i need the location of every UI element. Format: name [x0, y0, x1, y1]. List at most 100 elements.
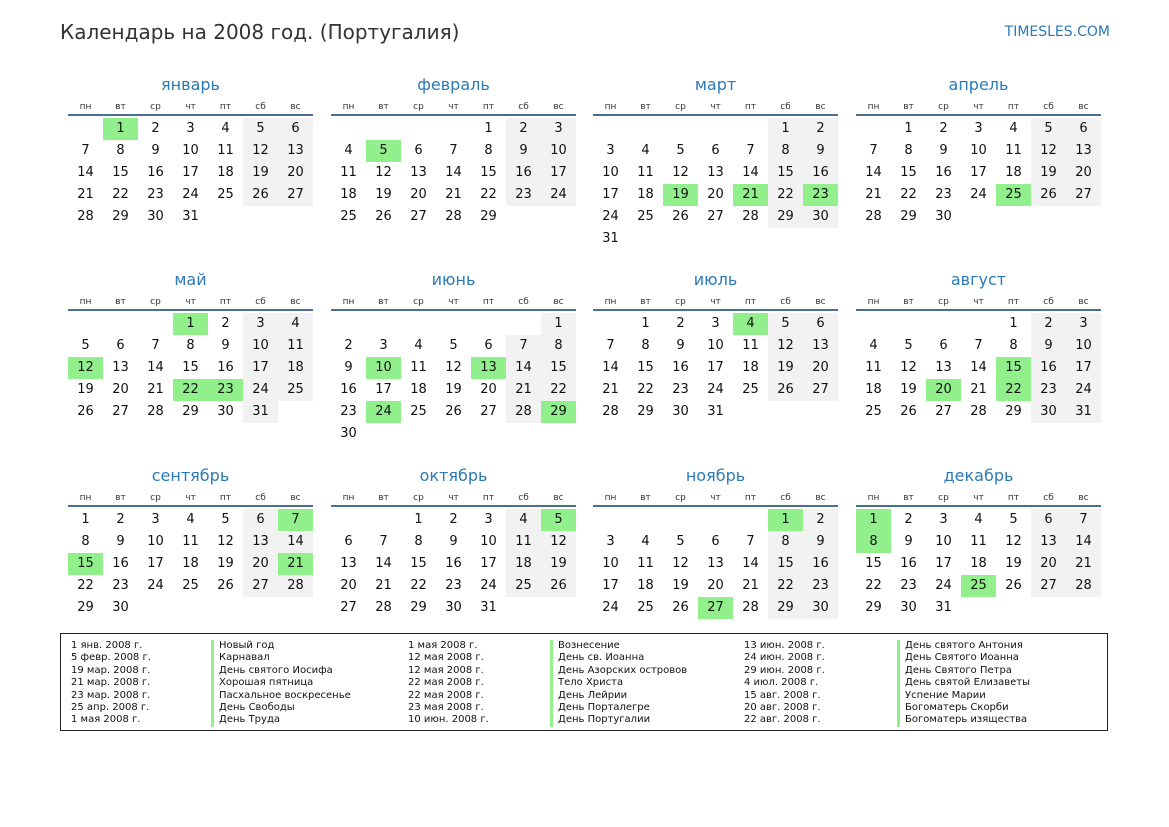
weekday-label: пн — [604, 102, 617, 112]
weekday-header: пн вт ср чт пт сб вс — [68, 100, 313, 116]
weekday-header: пн вт ср чт пт сб вс — [331, 295, 576, 311]
empty-day — [733, 228, 768, 250]
day: 12 — [900, 360, 917, 375]
day: 28 — [375, 600, 392, 615]
day: 6 — [711, 143, 720, 158]
empty-day — [768, 228, 803, 250]
legend-line: 22 мая 2008 г. — [408, 677, 484, 689]
legend-line: Хорошая пятница — [219, 677, 314, 689]
weekend-day: 4 — [278, 313, 313, 335]
week-row: 15 16 17 18 19 20 21 — [68, 553, 313, 575]
legend-line: 22 авг. 2008 г. — [744, 714, 821, 726]
legend-line: День Лейрии — [558, 689, 628, 701]
day: 11 — [865, 360, 882, 375]
weekday-label: чт — [973, 493, 984, 503]
weekday-label: сб — [255, 297, 266, 307]
weekday-label: вт — [903, 102, 914, 112]
day: 19 — [375, 187, 392, 202]
month-name: ноябрь — [685, 466, 746, 485]
day: 31 — [602, 231, 619, 246]
day: 28 — [865, 209, 882, 224]
weekday-label: вс — [553, 102, 564, 112]
week-row: 1 — [331, 313, 576, 335]
empty-day — [331, 313, 366, 335]
month-name: май — [174, 270, 207, 289]
week-row: 14 15 16 17 18 19 20 — [593, 357, 838, 379]
day: 16 — [672, 360, 689, 375]
week-row: 17 18 19 20 21 22 23 — [593, 575, 838, 597]
weekday-label: пн — [342, 297, 355, 307]
weekday-header: пн вт ср чт пт сб вс — [593, 295, 838, 311]
week-row: 20 21 22 23 24 25 26 — [331, 575, 576, 597]
day: 30 — [217, 404, 234, 419]
weekday-label: пт — [219, 102, 232, 112]
empty-day — [663, 228, 698, 250]
day: 19 — [445, 382, 462, 397]
weekend-day: 20 — [1066, 162, 1101, 184]
week-row: 21 22 23 24 25 26 27 — [593, 379, 838, 401]
day: 6 — [116, 338, 125, 353]
month-10: ноябрь пн вт ср чт пт сб вс 1 2 3 4 5 6 7 8 9 10 11 12 13 14 1… — [593, 465, 838, 619]
empty-day — [68, 313, 103, 335]
week-row: 29 30 31 — [856, 597, 1101, 619]
weekend-day: 30 — [1031, 401, 1066, 423]
day: 23 — [935, 187, 952, 202]
weekday-label: вт — [640, 297, 651, 307]
weekend-day: 2 — [803, 118, 838, 140]
weekend-day: 9 — [506, 140, 541, 162]
day: 13 — [935, 360, 952, 375]
holiday-day: 19 — [663, 184, 698, 206]
weekend-day: 16 — [506, 162, 541, 184]
day: 11 — [1005, 143, 1022, 158]
week-row: 18 19 20 21 22 23 24 — [331, 184, 576, 206]
weekday-label: пт — [1007, 493, 1020, 503]
weekday-label: пт — [482, 102, 495, 112]
weekend-day: 14 — [506, 357, 541, 379]
day: 4 — [869, 338, 878, 353]
day: 3 — [974, 121, 983, 136]
weekend-day: 9 — [1031, 335, 1066, 357]
weekend-day: 15 — [768, 162, 803, 184]
weekday-label: чт — [448, 297, 459, 307]
holiday-day: 4 — [733, 313, 768, 335]
weekday-label: ср — [675, 493, 686, 503]
weekday-header: пн вт ср чт пт сб вс — [68, 295, 313, 311]
empty-day — [733, 401, 768, 423]
site-link[interactable]: TIMESLES.COM — [1004, 24, 1110, 40]
weekday-label: вт — [640, 102, 651, 112]
day: 29 — [112, 209, 129, 224]
week-row: 30 — [331, 423, 576, 445]
day: 19 — [217, 556, 234, 571]
day: 5 — [81, 338, 90, 353]
weekend-day: 12 — [541, 531, 576, 553]
weekend-day: 12 — [243, 140, 278, 162]
weekday-label: сб — [1043, 102, 1054, 112]
day: 5 — [676, 143, 685, 158]
weekend-day: 31 — [243, 401, 278, 423]
month-name: март — [694, 75, 737, 94]
weekend-day: 1 — [768, 118, 803, 140]
weekday-label: чт — [710, 102, 721, 112]
weekday-label: чт — [448, 102, 459, 112]
day: 3 — [711, 316, 720, 331]
day: 28 — [742, 600, 759, 615]
day: 1 — [641, 316, 650, 331]
month-2: март пн вт ср чт пт сб вс 1 2 3 4 5 6 7 8 9 10 11 12 13 14 15 1… — [593, 74, 838, 250]
day: 20 — [340, 578, 357, 593]
day: 8 — [1009, 338, 1018, 353]
weekend-day: 16 — [803, 162, 838, 184]
day: 11 — [637, 165, 654, 180]
day: 29 — [1005, 404, 1022, 419]
week-row: 21 22 23 24 25 26 27 — [856, 184, 1101, 206]
weekend-day: 5 — [243, 118, 278, 140]
holiday-day: 7 — [278, 509, 313, 531]
weekend-day: 6 — [243, 509, 278, 531]
day: 2 — [449, 512, 458, 527]
legend-line: 23 мар. 2008 г. — [71, 689, 151, 701]
empty-day — [698, 228, 733, 250]
empty-day — [733, 118, 768, 140]
week-row: 27 28 29 30 31 — [331, 597, 576, 619]
day: 26 — [77, 404, 94, 419]
